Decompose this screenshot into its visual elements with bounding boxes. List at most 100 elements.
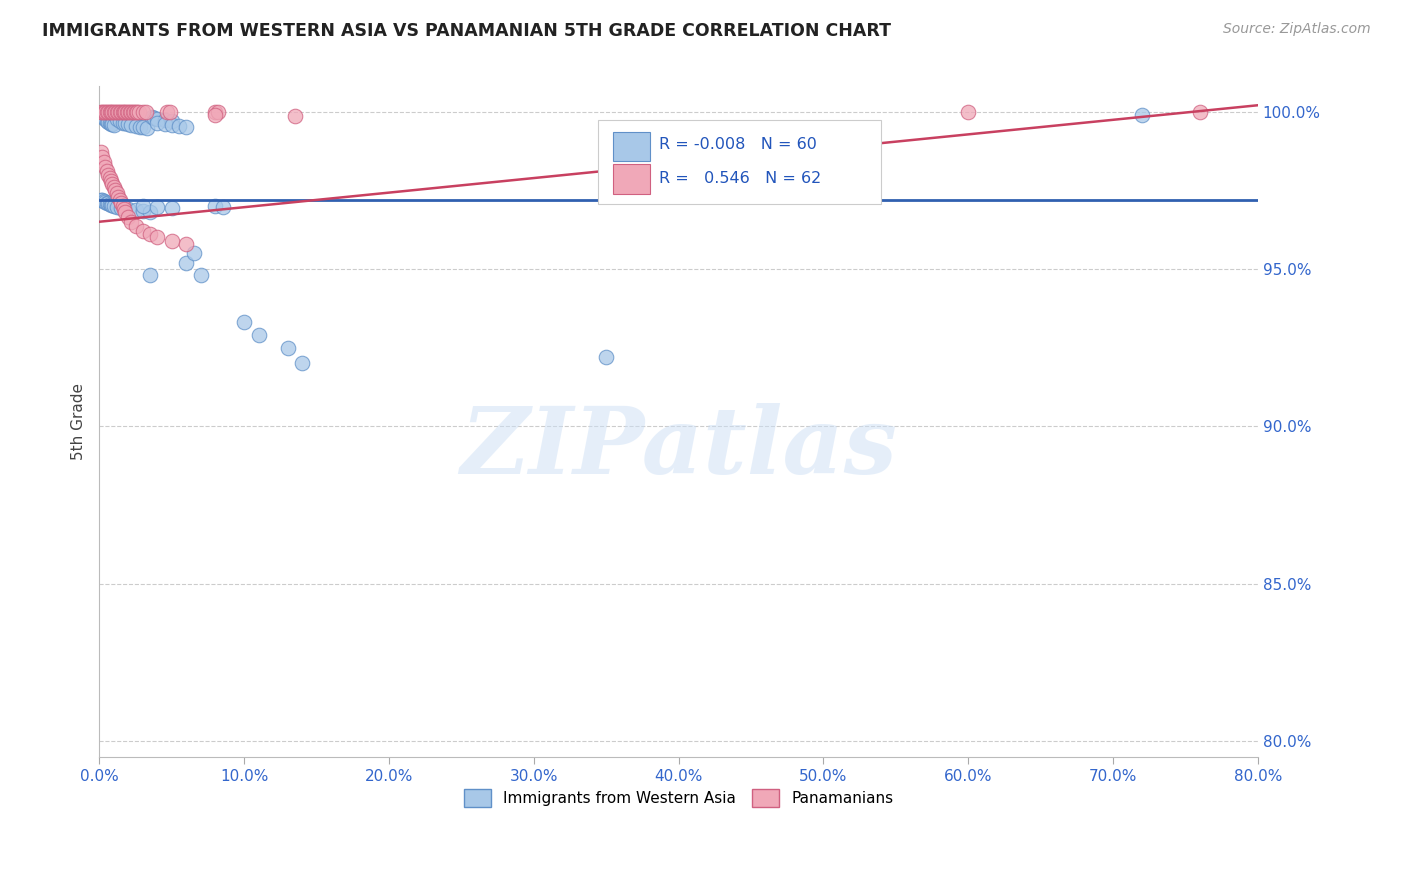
Text: IMMIGRANTS FROM WESTERN ASIA VS PANAMANIAN 5TH GRADE CORRELATION CHART: IMMIGRANTS FROM WESTERN ASIA VS PANAMANI… [42, 22, 891, 40]
Point [160, 201, 183, 215]
Point [160, 234, 183, 248]
Point [120, 215, 142, 229]
Point [153, 117, 176, 131]
Point [91, 104, 114, 119]
Point [101, 177, 124, 191]
Point [117, 117, 139, 131]
Text: R =   0.546   N = 62: R = 0.546 N = 62 [659, 170, 821, 186]
Point [117, 202, 139, 216]
Point [284, 109, 307, 123]
Point [105, 112, 128, 127]
Point [132, 104, 155, 119]
Point [110, 195, 132, 210]
Point [96, 164, 118, 178]
Point [176, 255, 198, 269]
Point [103, 104, 125, 119]
Point [135, 104, 157, 119]
Point [183, 246, 205, 260]
Point [98, 115, 121, 129]
Point [110, 104, 132, 119]
Point [93, 104, 115, 119]
Point [104, 183, 127, 197]
Point [124, 119, 146, 133]
Point [167, 119, 190, 133]
Point [132, 120, 155, 135]
Point [233, 316, 256, 330]
Y-axis label: 5th Grade: 5th Grade [72, 384, 86, 460]
Point [112, 104, 135, 119]
Point [108, 193, 131, 207]
Point [115, 104, 138, 119]
Point [118, 104, 141, 119]
Point [190, 268, 212, 283]
Point [132, 224, 155, 238]
Point [94, 112, 117, 127]
Point [105, 200, 128, 214]
Point [120, 104, 142, 119]
Point [291, 356, 314, 370]
FancyBboxPatch shape [598, 120, 882, 203]
Legend: Immigrants from Western Asia, Panamanians: Immigrants from Western Asia, Panamanian… [458, 783, 900, 813]
Point [97, 196, 120, 211]
Point [93, 155, 115, 169]
Point [98, 197, 121, 211]
Point [124, 202, 146, 217]
Point [211, 200, 233, 214]
Point [132, 199, 155, 213]
Point [101, 117, 124, 131]
Point [120, 118, 142, 132]
Point [110, 201, 132, 215]
Point [160, 118, 183, 132]
Point [108, 114, 131, 128]
Point [176, 120, 198, 134]
Point [124, 219, 146, 234]
Point [1188, 104, 1211, 119]
Point [97, 114, 120, 128]
Point [153, 113, 176, 128]
Point [93, 111, 115, 125]
Point [96, 195, 118, 210]
Point [146, 230, 169, 244]
Point [100, 104, 122, 119]
Point [96, 104, 118, 119]
Point [146, 112, 169, 127]
Point [90, 145, 112, 160]
Point [101, 104, 124, 119]
Point [156, 104, 179, 119]
Point [100, 174, 122, 188]
Point [125, 104, 148, 119]
Point [105, 104, 128, 119]
Point [111, 115, 134, 129]
Point [93, 194, 115, 209]
Point [101, 198, 124, 212]
Point [132, 203, 155, 218]
Point [136, 120, 159, 135]
Point [94, 104, 117, 119]
Point [114, 116, 136, 130]
FancyBboxPatch shape [613, 164, 650, 194]
Point [957, 104, 980, 119]
Point [91, 150, 114, 164]
Point [277, 341, 299, 355]
Point [112, 202, 135, 216]
Point [100, 198, 122, 212]
Point [91, 109, 114, 123]
Point [204, 199, 226, 213]
Text: R = -0.008   N = 60: R = -0.008 N = 60 [659, 137, 817, 153]
Point [103, 199, 125, 213]
Point [111, 104, 134, 119]
Point [90, 108, 112, 122]
Point [94, 160, 117, 174]
Point [97, 168, 120, 182]
Point [94, 195, 117, 210]
Point [100, 116, 122, 130]
Point [111, 199, 134, 213]
Point [129, 120, 152, 134]
Point [104, 104, 127, 119]
Point [1130, 108, 1153, 122]
Point [128, 104, 150, 119]
FancyBboxPatch shape [613, 132, 650, 161]
Point [97, 104, 120, 119]
Text: ZIPatlas: ZIPatlas [460, 403, 897, 493]
Point [107, 189, 129, 203]
